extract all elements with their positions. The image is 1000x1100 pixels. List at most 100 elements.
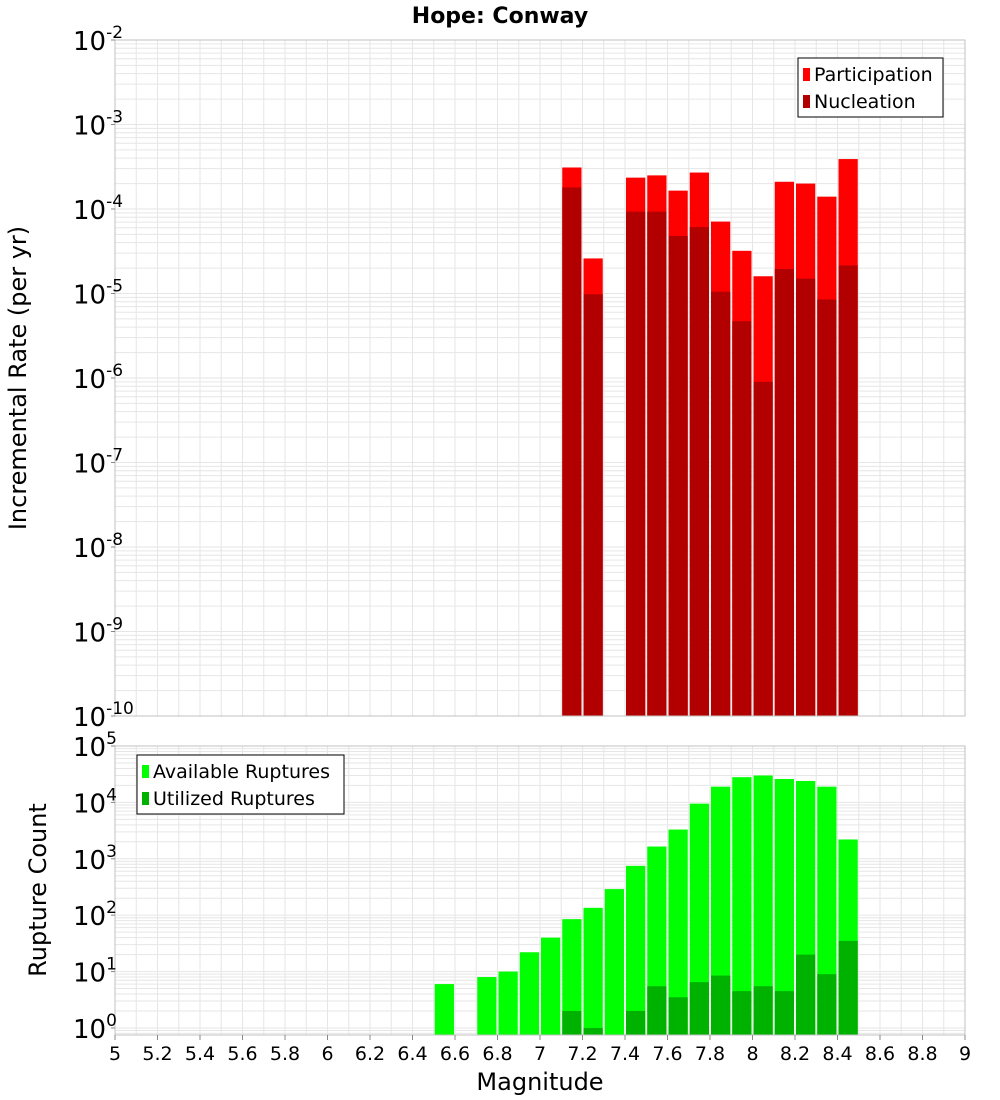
count-bar-available-ruptures xyxy=(477,977,497,1035)
count-bar-utilized-ruptures xyxy=(838,940,858,1035)
rate-y-tick-label: 10-9 xyxy=(73,615,123,649)
x-axis-label: Magnitude xyxy=(476,1068,603,1096)
rate-legend-swatch xyxy=(803,95,810,108)
x-tick-label: 7.8 xyxy=(695,1043,725,1065)
count-legend: Available Ruptures Utilized Ruptures xyxy=(136,754,345,815)
x-tick-label: 8.6 xyxy=(865,1043,895,1065)
count-bar-available-ruptures xyxy=(774,778,794,1035)
rate-bar-nucleation xyxy=(626,211,646,716)
count-bar-available-ruptures xyxy=(817,786,837,1035)
rate-y-axis-label: Incremental Rate (per yr) xyxy=(4,226,32,530)
count-y-tick-label: 101 xyxy=(73,955,117,989)
x-tick-label: 7.2 xyxy=(567,1043,597,1065)
count-bar-available-ruptures xyxy=(689,803,709,1035)
count-bar-available-ruptures xyxy=(562,919,582,1035)
count-legend-swatch xyxy=(142,765,149,778)
bars-layer xyxy=(434,159,858,1035)
count-legend-swatch xyxy=(142,792,149,805)
count-bar-available-ruptures xyxy=(541,937,561,1035)
count-y-tick-label: 100 xyxy=(73,1011,117,1045)
x-tick-label: 8 xyxy=(746,1043,758,1065)
x-tick-label: 5.8 xyxy=(270,1043,300,1065)
count-bar-utilized-ruptures xyxy=(647,986,667,1035)
rate-bar-nucleation xyxy=(753,381,773,716)
x-tick-label: 5.4 xyxy=(185,1043,215,1065)
count-bar-utilized-ruptures xyxy=(796,954,816,1035)
count-bar-available-ruptures xyxy=(519,952,539,1035)
x-tick-label: 8.4 xyxy=(822,1043,852,1065)
count-bar-utilized-ruptures xyxy=(774,991,794,1035)
count-y-tick-label: 105 xyxy=(73,729,117,763)
count-bar-available-ruptures xyxy=(753,775,773,1035)
count-bar-utilized-ruptures xyxy=(711,975,731,1035)
ticks-layer: 10-10 10-9 10-8 10-7 10-6 10-5 10-4 10-3 10-2 100… xyxy=(73,23,971,1065)
count-y-axis-label: Rupture Count xyxy=(24,803,52,977)
count-bar-utilized-ruptures xyxy=(562,1010,582,1035)
x-tick-label: 7 xyxy=(534,1043,546,1065)
rate-legend-label: Nucleation xyxy=(814,91,916,113)
x-tick-label: 8.8 xyxy=(907,1043,937,1065)
count-bar-utilized-ruptures xyxy=(689,982,709,1035)
rate-legend-box xyxy=(797,57,944,118)
rate-y-tick-label: 10-7 xyxy=(73,446,123,480)
x-tick-label: 5 xyxy=(109,1043,121,1065)
rate-bar-nucleation xyxy=(817,299,837,716)
count-bar-utilized-ruptures xyxy=(817,974,837,1035)
rate-legend-label: Participation xyxy=(814,64,933,86)
count-bar-utilized-ruptures xyxy=(583,1027,603,1035)
x-tick-label: 5.2 xyxy=(142,1043,172,1065)
count-bar-available-ruptures xyxy=(498,971,518,1035)
count-bar-utilized-ruptures xyxy=(753,986,773,1035)
x-tick-label: 6.6 xyxy=(440,1043,470,1065)
rate-y-tick-label: 10-6 xyxy=(73,361,123,395)
count-y-tick-label: 102 xyxy=(73,898,117,932)
rate-y-tick-label: 10-10 xyxy=(73,699,134,733)
rate-bar-nucleation xyxy=(732,321,752,716)
count-bar-available-ruptures xyxy=(604,889,624,1035)
x-tick-label: 8.2 xyxy=(780,1043,810,1065)
x-tick-label: 5.6 xyxy=(227,1043,257,1065)
rate-legend: Participation Nucleation xyxy=(797,57,944,118)
rate-bar-nucleation xyxy=(668,235,688,716)
rate-bar-nucleation xyxy=(838,265,858,716)
rate-bar-nucleation xyxy=(796,278,816,716)
chart-title: Hope: Conway xyxy=(412,4,588,29)
count-bar-available-ruptures xyxy=(732,777,752,1035)
count-bar-utilized-ruptures xyxy=(626,1010,646,1035)
rate-y-tick-label: 10-3 xyxy=(73,108,123,142)
count-bar-available-ruptures xyxy=(583,907,603,1035)
rate-bar-nucleation xyxy=(562,187,582,717)
x-tick-label: 7.4 xyxy=(610,1043,640,1065)
rate-bar-nucleation xyxy=(711,291,731,716)
rate-bar-nucleation xyxy=(583,294,603,716)
rate-y-tick-label: 10-4 xyxy=(73,192,123,226)
x-tick-label: 9 xyxy=(959,1043,971,1065)
x-tick-label: 6.2 xyxy=(355,1043,385,1065)
count-bar-available-ruptures xyxy=(626,865,646,1035)
count-bar-available-ruptures xyxy=(668,829,688,1035)
rate-bar-nucleation xyxy=(774,268,794,716)
legend-layer: Participation Nucleation Available Rupture… xyxy=(136,57,944,815)
rate-legend-swatch xyxy=(803,68,810,81)
count-bar-utilized-ruptures xyxy=(668,997,688,1035)
count-y-tick-label: 104 xyxy=(73,785,117,819)
x-tick-label: 7.6 xyxy=(652,1043,682,1065)
x-tick-label: 6 xyxy=(321,1043,333,1065)
x-tick-label: 6.4 xyxy=(397,1043,427,1065)
count-legend-label: Utilized Ruptures xyxy=(153,788,315,810)
grid-layer xyxy=(114,39,966,1035)
rate-bar-nucleation xyxy=(647,211,667,716)
count-bar-available-ruptures xyxy=(711,786,731,1035)
count-legend-label: Available Ruptures xyxy=(153,761,330,783)
rate-y-tick-label: 10-8 xyxy=(73,530,123,564)
count-bar-utilized-ruptures xyxy=(732,991,752,1035)
rate-y-tick-label: 10-5 xyxy=(73,277,123,311)
rate-y-tick-label: 10-2 xyxy=(73,23,123,57)
x-tick-label: 6.8 xyxy=(482,1043,512,1065)
count-y-tick-label: 103 xyxy=(73,842,117,876)
rate-bar-nucleation xyxy=(689,227,709,716)
count-legend-box xyxy=(136,754,345,815)
count-bar-available-ruptures xyxy=(434,984,454,1035)
